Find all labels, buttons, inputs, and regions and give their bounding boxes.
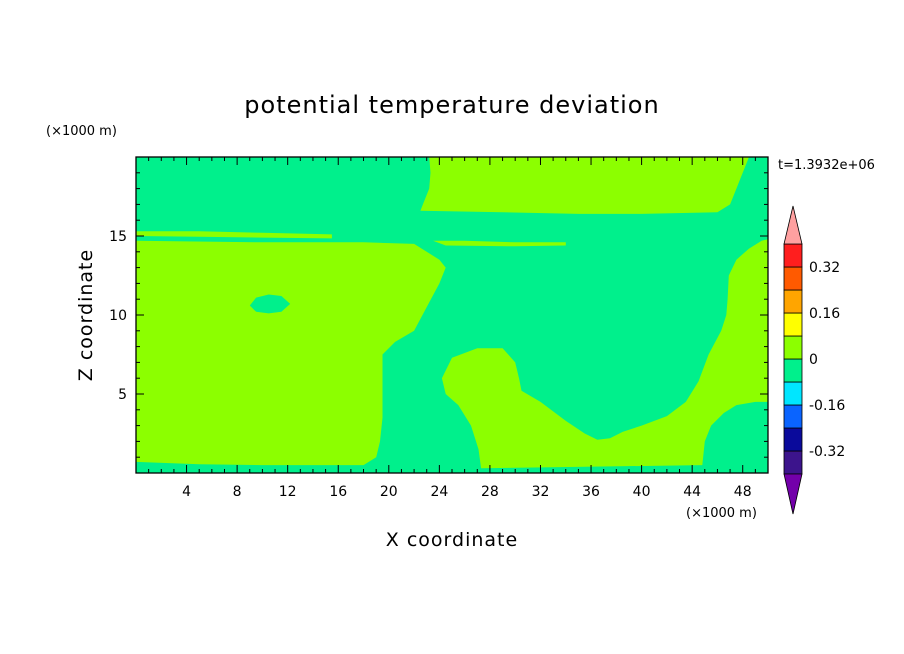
y-tick-label: 15 [109, 229, 127, 245]
x-tick-label: 36 [582, 484, 600, 500]
x-axis-ticks: 4 8 12 16 20 24 28 32 36 40 44 48 [148, 157, 756, 500]
chart-title: potential temperature deviation [244, 91, 659, 119]
x-tick-label: 32 [532, 484, 550, 500]
x-tick-label: 8 [233, 484, 242, 500]
colorbar-segment [783, 381, 803, 406]
negative-region-1 [249, 294, 291, 314]
x-tick-label: 12 [279, 484, 297, 500]
y-tick-label: 5 [118, 387, 127, 403]
x-tick-label: 28 [481, 484, 499, 500]
positive-regions [136, 157, 768, 469]
x-axis-label: X coordinate [386, 529, 518, 551]
y-unit-label: (×1000 m) [46, 124, 117, 139]
colorbar-tick-label: -0.32 [809, 444, 845, 460]
colorbar-segment [783, 427, 803, 452]
colorbar-over-triangle [783, 205, 803, 245]
colorbar-segment [783, 289, 803, 314]
x-tick-label: 40 [633, 484, 651, 500]
negative-regions [249, 294, 291, 314]
colorbar-under-triangle [783, 473, 803, 515]
colorbar-tick-label: 0.16 [809, 306, 840, 322]
colorbar-segment [783, 243, 803, 268]
positive-region-4 [441, 239, 768, 469]
positive-region-3 [433, 240, 566, 247]
x-tick-label: 20 [380, 484, 398, 500]
x-tick-label: 44 [683, 484, 701, 500]
x-tick-label: 24 [430, 484, 448, 500]
positive-region-1 [420, 157, 749, 214]
colorbar-tick-label: 0 [809, 352, 818, 368]
y-axis-label: Z coordinate [75, 249, 97, 381]
colorbar-segment [783, 404, 803, 429]
y-tick-label: 10 [109, 308, 127, 324]
x-tick-label: 48 [734, 484, 752, 500]
x-tick-label: 16 [329, 484, 347, 500]
colorbar-segment [783, 266, 803, 291]
colorbar: 0.32 0.16 0 -0.16 -0.32 [783, 205, 845, 515]
colorbar-segment [783, 312, 803, 337]
time-label: t=1.3932e+06 [778, 158, 875, 173]
x-tick-label: 4 [182, 484, 191, 500]
colorbar-segment [783, 358, 803, 383]
colorbar-tick-label: -0.16 [809, 398, 845, 414]
colorbar-tick-label: 0.32 [809, 260, 840, 276]
positive-region-2 [136, 231, 446, 466]
y-axis-ticks: 5 10 15 [109, 172, 768, 458]
x-unit-label: (×1000 m) [686, 506, 757, 521]
colorbar-segment [783, 335, 803, 360]
colorbar-segment [783, 450, 803, 475]
